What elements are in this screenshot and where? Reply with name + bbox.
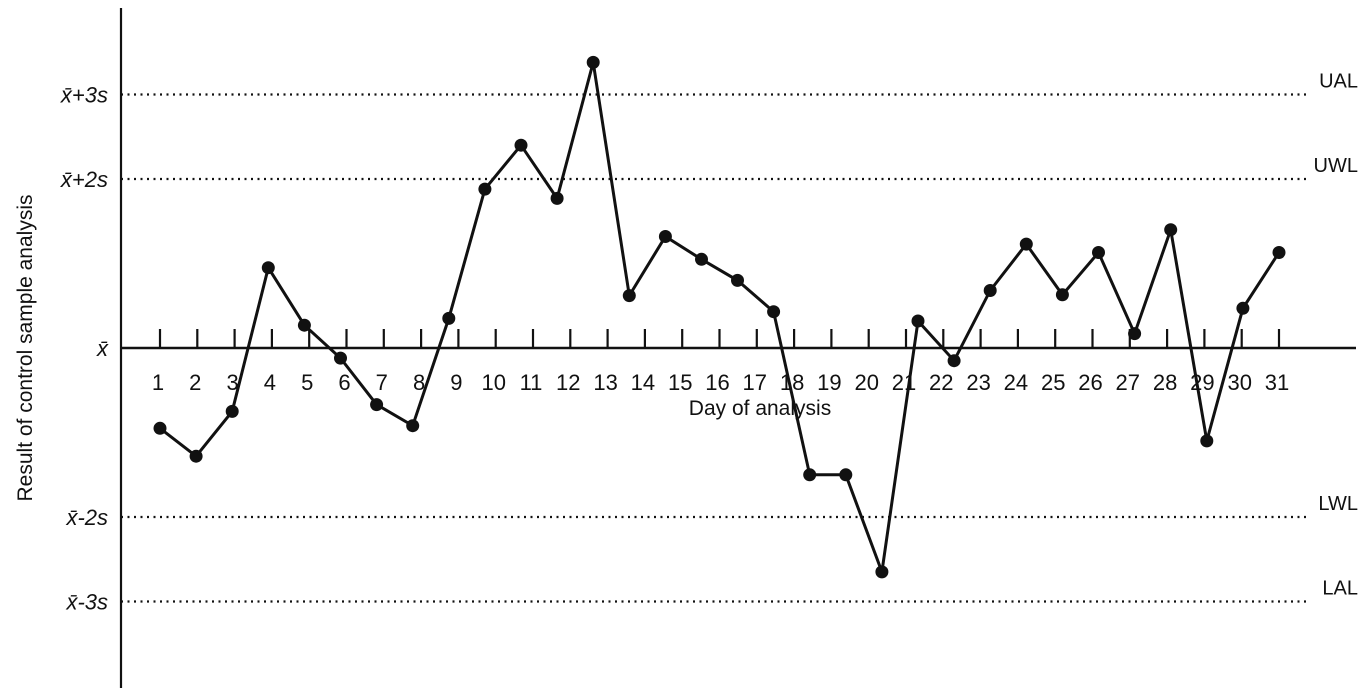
- x-tick-label: 26: [1078, 370, 1102, 395]
- limit-label-ual: UAL: [1319, 71, 1358, 93]
- axes: [119, 8, 1356, 688]
- x-tick-label: 1: [152, 370, 164, 395]
- x-ticks: [158, 329, 1281, 348]
- x-tick-label: 27: [1116, 370, 1140, 395]
- x-tick-label: 16: [705, 370, 729, 395]
- data-point: [1200, 434, 1214, 448]
- x-tick-label: 3: [226, 370, 238, 395]
- data-point: [225, 404, 239, 418]
- data-point: [189, 449, 203, 463]
- x-tick-label: 5: [301, 370, 313, 395]
- x-tick-label: 28: [1153, 370, 1177, 395]
- data-point: [947, 354, 961, 368]
- data-point: [695, 252, 708, 266]
- x-tick-label: 11: [520, 370, 543, 395]
- series-polyline: [159, 62, 1281, 573]
- limit-label-lwl: LWL: [1318, 493, 1358, 515]
- x-tick-label: 19: [817, 370, 841, 395]
- x-tick-label: 18: [780, 370, 804, 395]
- data-point: [622, 289, 636, 303]
- x-tick-label: 30: [1227, 370, 1251, 395]
- x-tick-label: 14: [631, 370, 655, 395]
- x-tick-label: 24: [1004, 370, 1028, 395]
- data-point: [153, 421, 167, 435]
- y-tick-label: x̄+3s: [60, 83, 108, 108]
- data-point: [658, 230, 672, 243]
- data-point: [550, 191, 564, 205]
- data-point: [334, 351, 347, 365]
- data-point: [983, 284, 997, 297]
- data-point: [1019, 237, 1033, 251]
- y-tick-label: x̄+2s: [60, 167, 108, 192]
- x-tick-label: 20: [854, 370, 878, 395]
- x-tick-label: 9: [450, 370, 462, 395]
- limit-label-uwl: UWL: [1314, 155, 1358, 177]
- x-tick-label: 2: [189, 370, 201, 395]
- x-tick-label: 31: [1265, 370, 1289, 395]
- data-point: [911, 314, 925, 328]
- x-tick-label: 8: [413, 370, 425, 395]
- data-point: [478, 182, 492, 196]
- x-tick-label: 25: [1041, 370, 1065, 395]
- y-axis-title: Result of control sample analysis: [14, 195, 37, 502]
- data-point: [1128, 327, 1142, 341]
- data-point: [406, 419, 420, 433]
- data-point: [297, 318, 311, 332]
- x-tick-label: 22: [929, 370, 953, 395]
- data-point: [1272, 246, 1286, 259]
- x-tick-label: 4: [264, 370, 276, 395]
- x-tick-label: 13: [593, 370, 617, 395]
- x-tick-label: 12: [556, 370, 580, 395]
- data-point: [586, 55, 600, 69]
- data-points: [153, 55, 1286, 579]
- limit-label-lal: LAL: [1322, 578, 1358, 600]
- data-point: [370, 398, 384, 412]
- x-tick-label: 6: [338, 370, 350, 395]
- data-point: [875, 565, 889, 579]
- data-point: [1164, 223, 1178, 237]
- data-point: [1092, 246, 1105, 259]
- x-axis-title: Day of analysis: [689, 397, 831, 420]
- x-tick-label: 10: [481, 370, 505, 395]
- x-tick-label: 15: [668, 370, 692, 395]
- y-tick-label: x̄-3s: [65, 590, 108, 615]
- data-point: [767, 305, 781, 319]
- y-tick-label: x̄: [96, 336, 109, 361]
- y-tick-label: x̄-2s: [65, 505, 108, 530]
- reference-lines: [121, 93, 1306, 603]
- data-point: [731, 273, 744, 287]
- x-tick-label: 21: [892, 370, 916, 395]
- data-point: [514, 138, 528, 152]
- data-point: [1055, 288, 1069, 302]
- data-point: [803, 468, 817, 482]
- x-tick-label: 29: [1190, 370, 1214, 395]
- data-point: [261, 261, 275, 275]
- series-line: [159, 62, 1281, 573]
- data-point: [1236, 301, 1250, 315]
- x-tick-label: 17: [743, 370, 767, 395]
- x-tick-label: 23: [966, 370, 990, 395]
- data-point: [839, 468, 853, 482]
- data-point: [442, 311, 456, 325]
- x-tick-label: 7: [376, 370, 388, 395]
